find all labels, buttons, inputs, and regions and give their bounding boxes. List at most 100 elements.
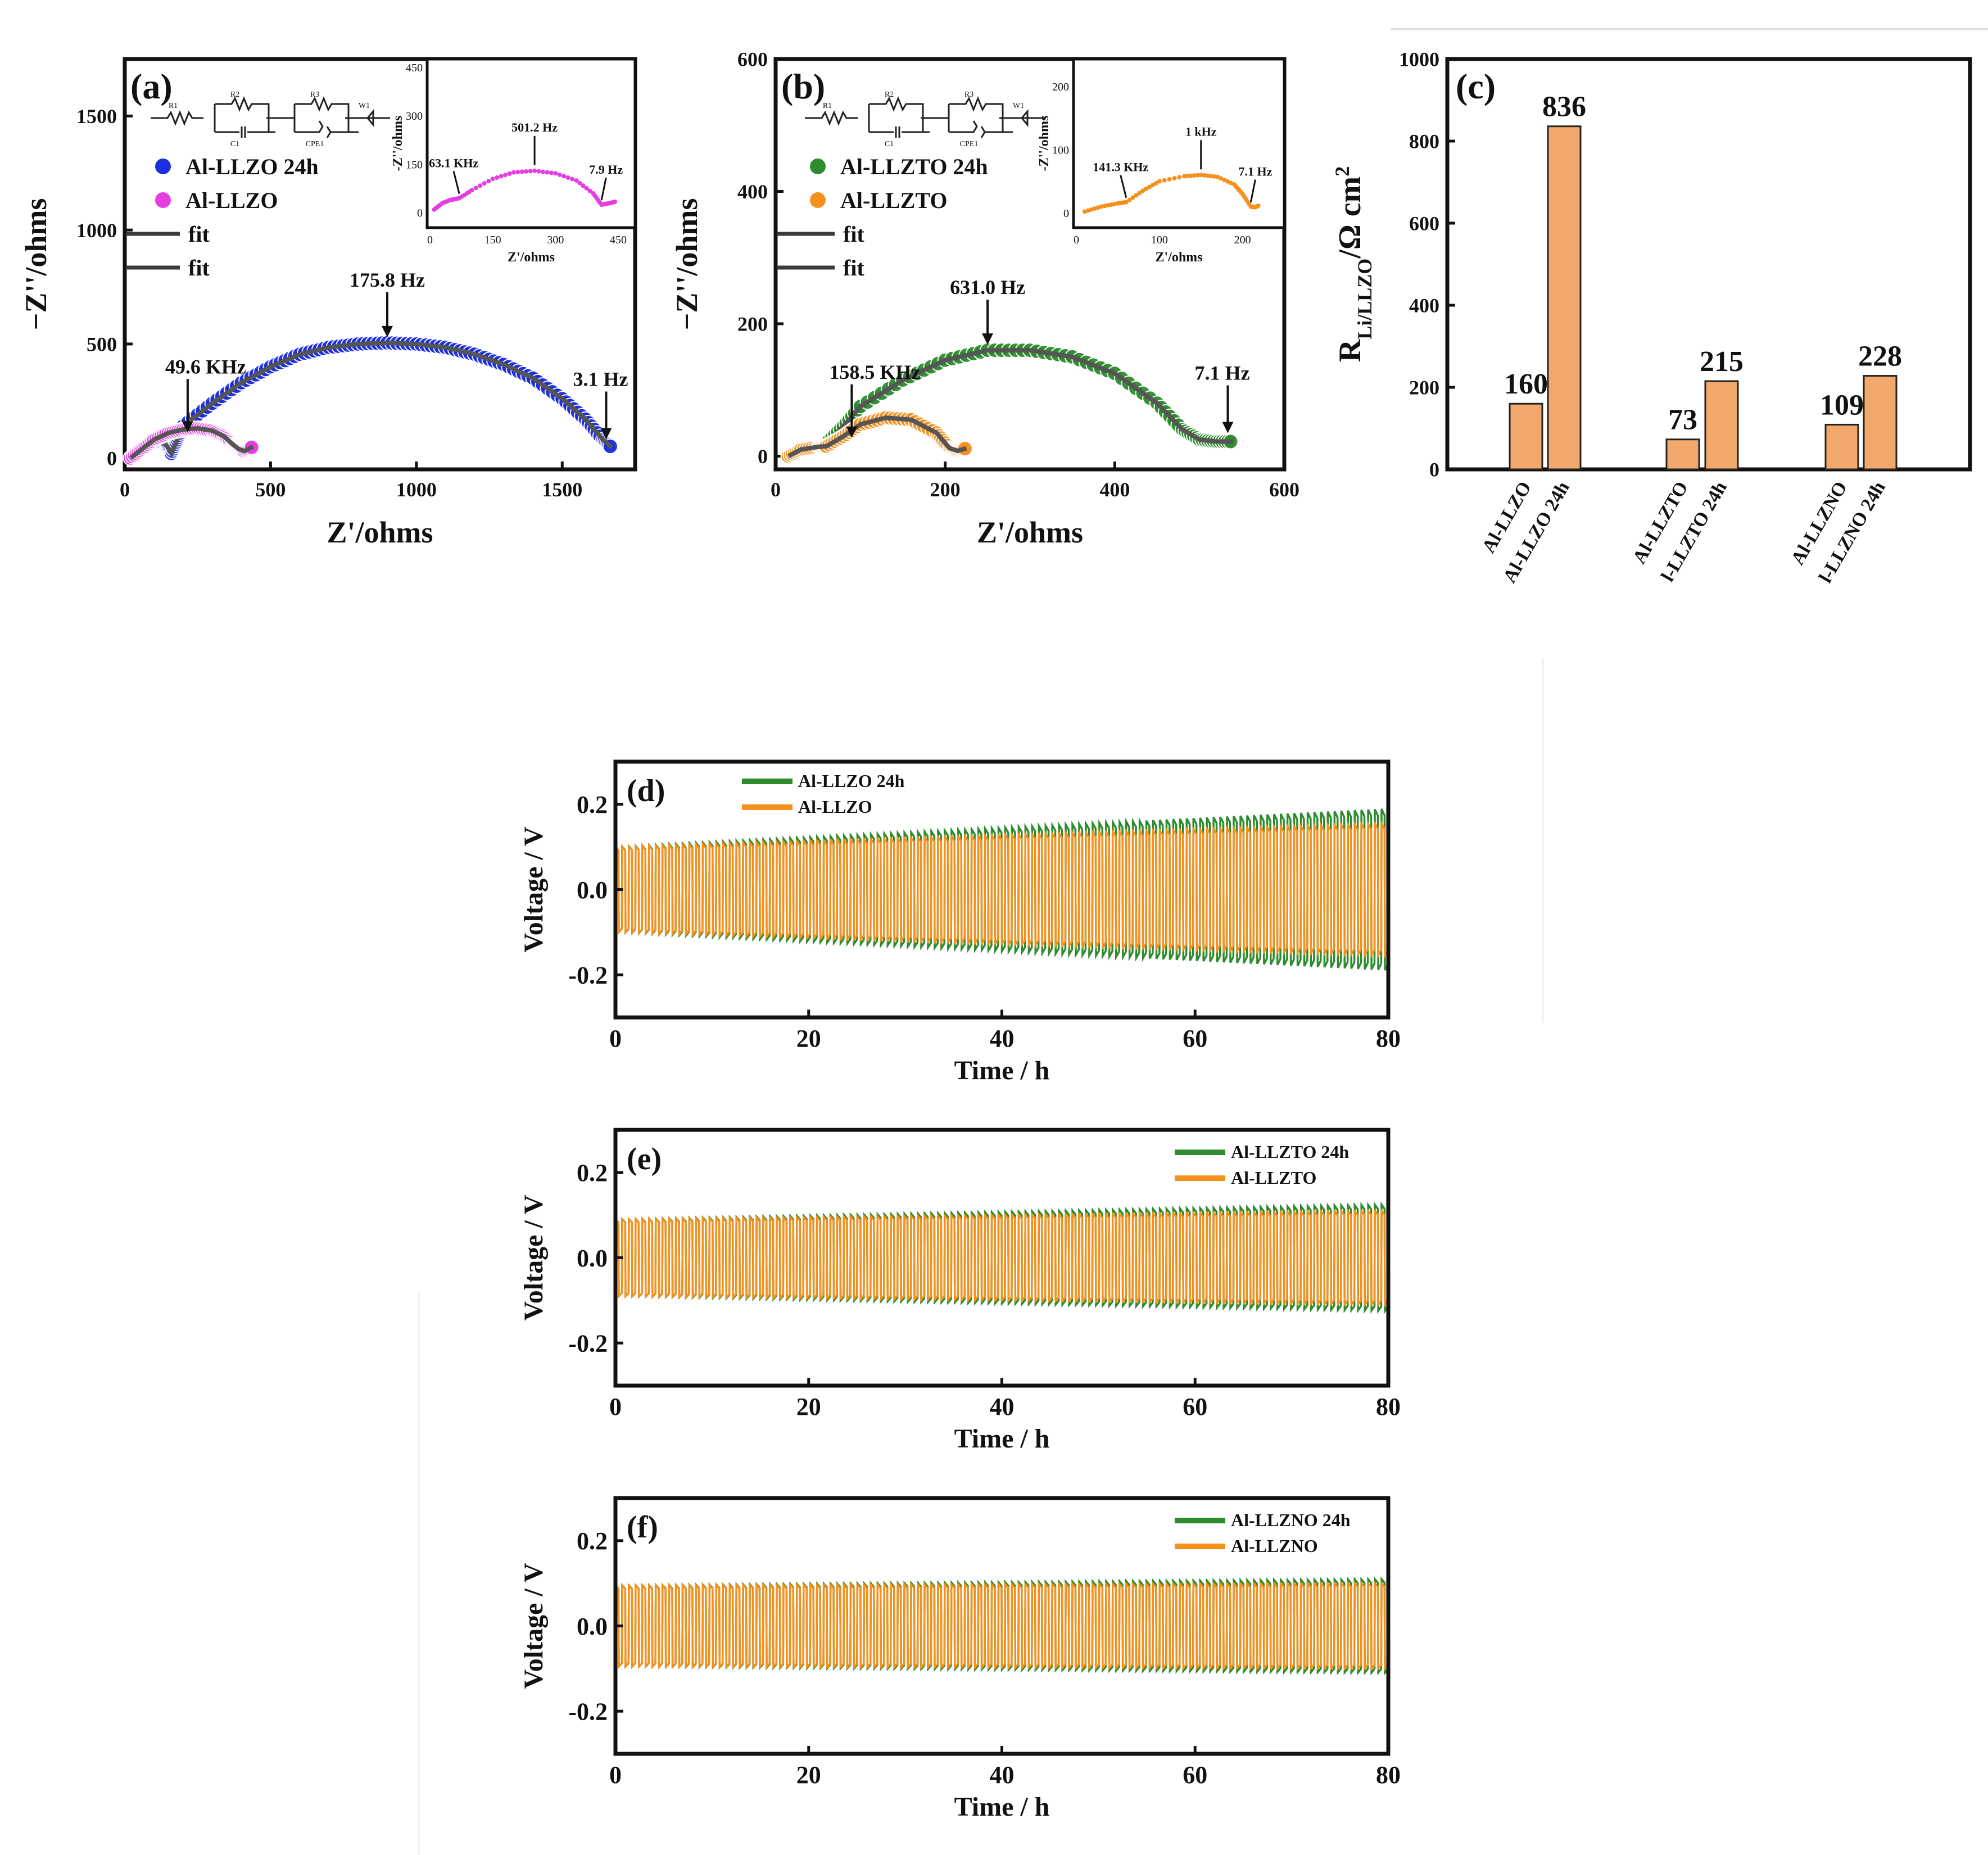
legend: Al-LLZNO 24h Al-LLZNO bbox=[1175, 1510, 1351, 1556]
inset-data-point bbox=[1140, 188, 1145, 193]
inset-data-point bbox=[570, 177, 575, 182]
circuit-wires bbox=[151, 96, 390, 138]
inset-data-point bbox=[1177, 175, 1182, 180]
legend-label: fit bbox=[843, 221, 864, 247]
inset-y-axis-title: -Z''/ohms bbox=[1037, 116, 1052, 171]
x-tick-label: 40 bbox=[990, 1025, 1015, 1052]
inset-data-point bbox=[1112, 202, 1117, 206]
inset-data-point bbox=[581, 183, 586, 188]
x-axis-title: Z'/ohms bbox=[977, 515, 1083, 549]
legend-label: Al-LLZTO bbox=[840, 188, 947, 213]
inset-data-point bbox=[490, 177, 495, 182]
circuit-label: R3 bbox=[964, 91, 973, 99]
y-tick-label: -0.2 bbox=[568, 962, 608, 989]
y-tick-label: 600 bbox=[737, 48, 768, 71]
inset-data-point bbox=[1106, 203, 1111, 208]
y-tick-label: 0.2 bbox=[577, 1527, 608, 1555]
legend-label: Al-LLZO 24h bbox=[798, 771, 905, 791]
inset-y-tick-label: 450 bbox=[406, 62, 423, 74]
inset-x-tick-label: 100 bbox=[1151, 234, 1168, 246]
inset-data-point bbox=[1127, 197, 1132, 202]
x-tick-label: 20 bbox=[796, 1025, 821, 1052]
legend-label: Al-LLZTO bbox=[1231, 1168, 1316, 1188]
y-axis-title: −Z''/ohms bbox=[670, 198, 704, 331]
y-tick-label: 0.0 bbox=[577, 876, 608, 904]
annotation-arrowhead bbox=[846, 426, 858, 438]
annotation-label: 3.1 Hz bbox=[573, 368, 628, 390]
y-tick-label: 200 bbox=[737, 313, 768, 336]
legend-label: fit bbox=[843, 255, 864, 280]
inset-data-point bbox=[1167, 177, 1172, 182]
inset-data-point bbox=[524, 169, 529, 174]
annotation-arrowhead bbox=[982, 333, 994, 345]
x-tick-label: 0 bbox=[609, 1025, 622, 1052]
inset-annotation: 501.2 Hz bbox=[511, 120, 558, 134]
circuit-label: CPE1 bbox=[960, 140, 979, 148]
x-axis-title: Time / h bbox=[954, 1792, 1050, 1822]
inset-x-axis-title: Z'/ohms bbox=[1155, 250, 1202, 265]
x-tick-label: 40 bbox=[990, 1393, 1015, 1420]
legend-label: Al-LLZO bbox=[185, 188, 278, 213]
y-axis-title: Voltage / V bbox=[519, 826, 549, 952]
legend: Al-LLZTO 24h Al-LLZTO fit fit bbox=[777, 154, 988, 280]
inset-data-point bbox=[511, 170, 516, 175]
inset-data-point bbox=[528, 169, 533, 174]
inset-y-tick-label: 300 bbox=[406, 110, 423, 123]
fit-line bbox=[787, 415, 967, 458]
series-al-llzto bbox=[614, 1208, 1389, 1307]
inset-data-point bbox=[1130, 195, 1135, 200]
inset-data-point bbox=[1157, 179, 1162, 184]
legend-marker bbox=[154, 157, 172, 175]
bar-value-label: 215 bbox=[1700, 346, 1744, 378]
inset-data-point bbox=[1102, 203, 1107, 209]
inset-annotation: 1 kHz bbox=[1185, 124, 1217, 138]
inset-data-point bbox=[1208, 174, 1213, 179]
panel-b-nyquist: 0 200 400 600 0 200 400 600 Z'/ohms −Z''/ohms (b) 6… bbox=[670, 48, 1299, 549]
inset-data-point bbox=[574, 178, 579, 183]
x-tick-label: 400 bbox=[1099, 478, 1130, 501]
x-tick-label: 60 bbox=[1183, 1025, 1207, 1052]
x-tick-label: 20 bbox=[796, 1393, 821, 1420]
y-tick-label: 1000 bbox=[76, 219, 117, 242]
circuit-label: R3 bbox=[310, 91, 319, 99]
y-tick-label: 600 bbox=[1409, 212, 1439, 235]
x-tick-label: 60 bbox=[1183, 1393, 1207, 1420]
inset-data-point bbox=[577, 180, 582, 186]
legend-label: Al-LLZO 24h bbox=[185, 154, 319, 179]
y-tick-label: -0.2 bbox=[568, 1698, 608, 1726]
inset-frame bbox=[425, 57, 637, 229]
inset-data-point bbox=[549, 170, 554, 175]
inset-data-point bbox=[1205, 173, 1210, 178]
legend: Al-LLZO 24h Al-LLZO bbox=[742, 771, 905, 817]
x-tick-label: 20 bbox=[796, 1761, 821, 1789]
x-tick-label: 80 bbox=[1376, 1025, 1401, 1052]
inset-x-tick-label: 0 bbox=[427, 234, 433, 246]
y-axis-title: Voltage / V bbox=[519, 1563, 549, 1689]
inset-data-point bbox=[1195, 173, 1200, 178]
inset-plot: 0 100 200 0 100 200 Z'/ohms -Z''/ohms 1 kHz 141.3… bbox=[1037, 57, 1286, 265]
y-tick-label: 800 bbox=[1409, 130, 1439, 153]
x-tick-label: 1000 bbox=[396, 478, 437, 501]
legend-label: fit bbox=[188, 255, 210, 280]
equivalent-circuit-diagram: R1 R2 C1 R3 CPE1 W1 bbox=[151, 91, 390, 148]
x-tick-label: 1500 bbox=[542, 478, 582, 501]
panel-label: (e) bbox=[627, 1142, 662, 1177]
inset-arrow bbox=[1120, 175, 1127, 198]
bar-al-llzo bbox=[1509, 402, 1543, 470]
inset-data-point bbox=[519, 169, 524, 174]
inset-data-point bbox=[1124, 200, 1129, 205]
inset-data-point bbox=[587, 188, 592, 193]
series-al-llzno bbox=[614, 1581, 1389, 1671]
inset-data-point bbox=[1162, 178, 1167, 183]
inset-data-point bbox=[499, 174, 504, 179]
inset-frame bbox=[1072, 57, 1286, 229]
inset-x-tick-label: 300 bbox=[547, 234, 564, 246]
inset-y-axis-title: -Z''/ohms bbox=[391, 116, 405, 171]
inset-y-tick-label: 100 bbox=[1052, 144, 1069, 156]
y-tick-label: -0.2 bbox=[568, 1330, 608, 1358]
plot-frame bbox=[123, 57, 637, 472]
legend-label: Al-LLZNO 24h bbox=[1231, 1510, 1351, 1530]
inset-data-point bbox=[532, 168, 537, 173]
inset-x-axis-title: Z'/ohms bbox=[508, 250, 555, 265]
y-axis-title: −Z''/ohms bbox=[19, 198, 53, 331]
